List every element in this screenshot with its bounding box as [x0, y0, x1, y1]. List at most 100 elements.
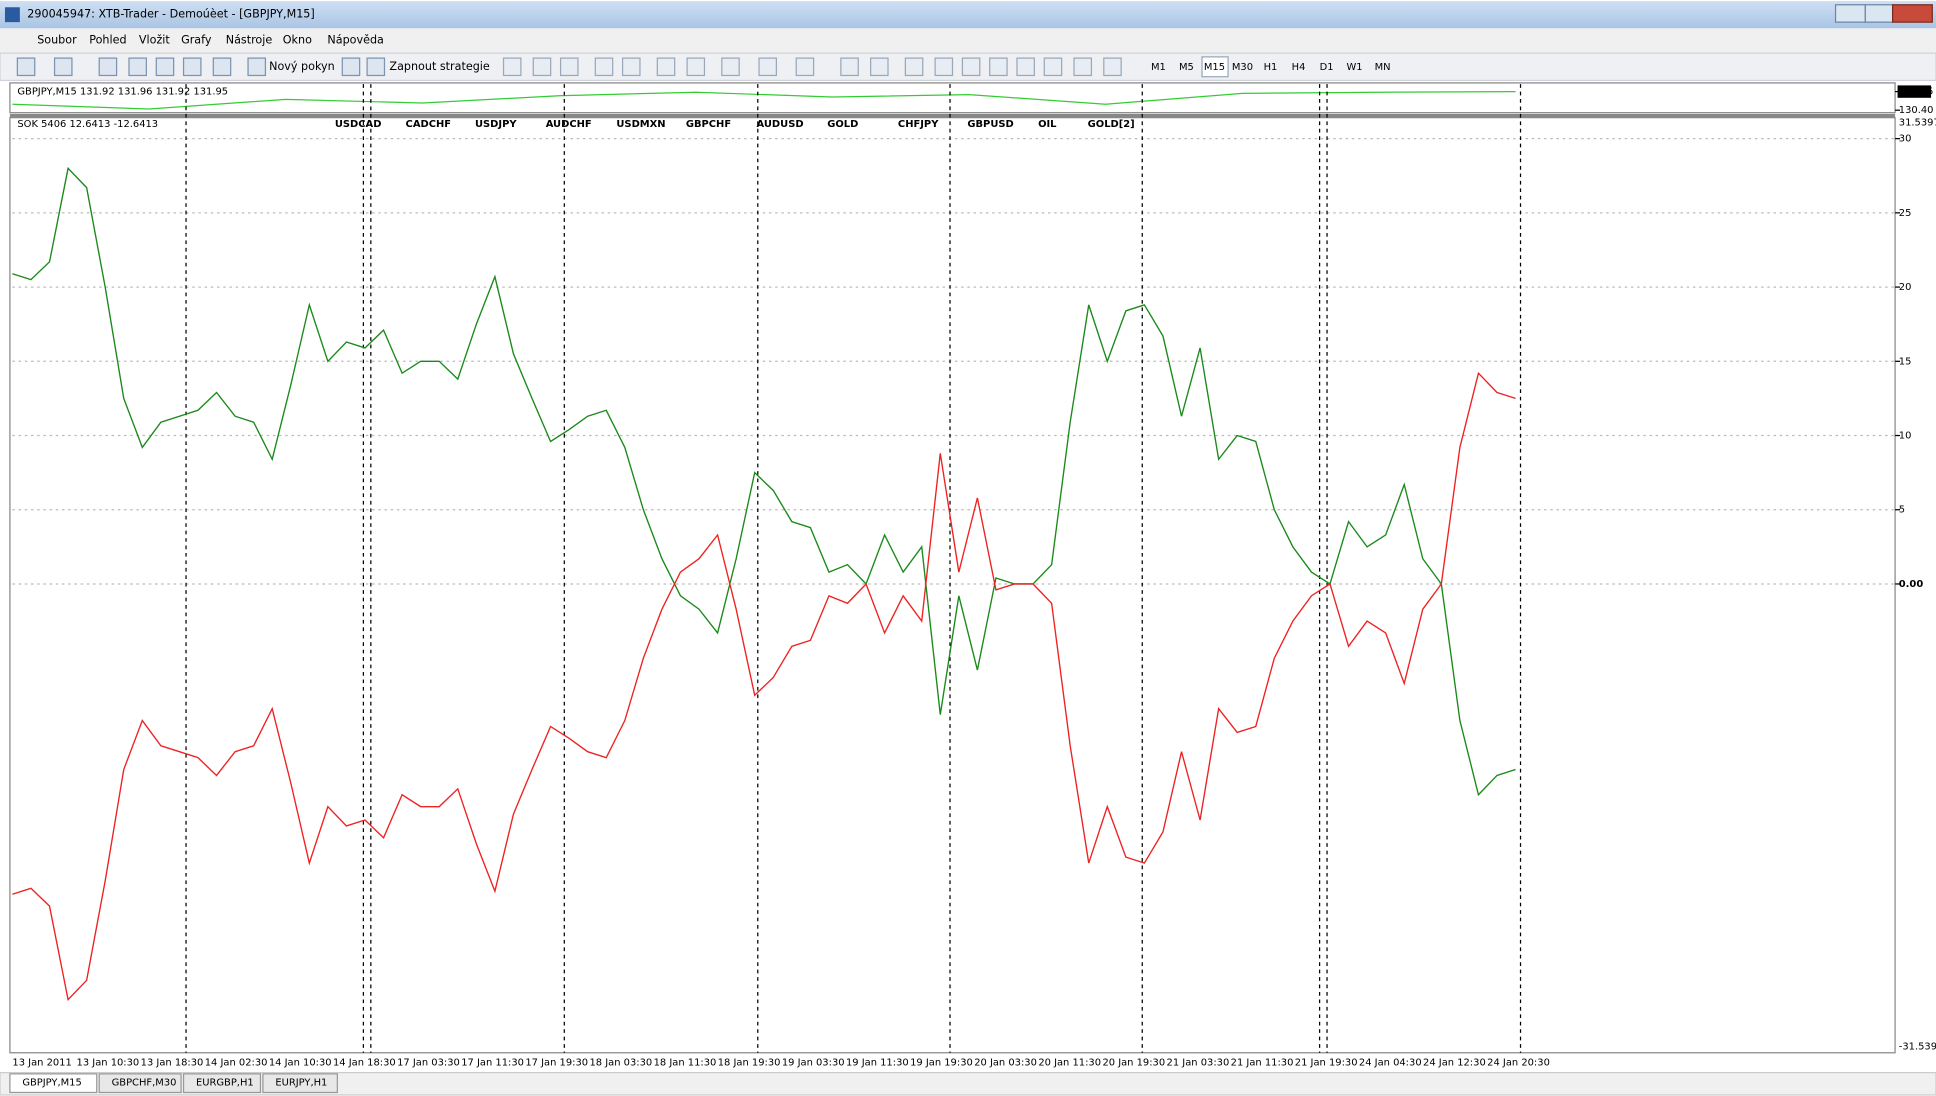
- toolbar-button[interactable]: [1103, 57, 1122, 77]
- x-tick-label: 20 Jan 11:30: [1038, 1058, 1101, 1069]
- window-title: 290045947: XTB-Trader - Demoúèet - [GBPJ…: [27, 8, 314, 21]
- timeframe-button[interactable]: W1: [1347, 62, 1363, 73]
- toolbar-button[interactable]: [721, 57, 740, 77]
- y-tick-label: 20: [1899, 282, 1912, 293]
- timeframe-button[interactable]: M15: [1204, 62, 1225, 73]
- chart-tab-label[interactable]: EURGBP,H1: [196, 1078, 254, 1089]
- x-tick-label: 14 Jan 10:30: [269, 1058, 332, 1069]
- symbol-label: OIL: [1038, 119, 1057, 130]
- maximize-button[interactable]: [1864, 4, 1894, 23]
- x-tick-label: 18 Jan 11:30: [654, 1058, 717, 1069]
- toolbar-button[interactable]: [840, 57, 859, 77]
- toolbar-button[interactable]: [182, 57, 202, 77]
- toolbar-button[interactable]: [155, 57, 175, 77]
- toolbar-label[interactable]: Nový pokyn: [269, 60, 335, 73]
- toolbar-button[interactable]: [532, 57, 552, 77]
- toolbar-button[interactable]: [686, 57, 706, 77]
- toolbar-button[interactable]: [366, 57, 386, 77]
- x-tick-label: 13 Jan 2011: [12, 1058, 71, 1069]
- toolbar-button[interactable]: [16, 57, 36, 77]
- chart-tab-label[interactable]: GBPCHF,M30: [112, 1078, 177, 1089]
- x-tick-label: 14 Jan 02:30: [205, 1058, 268, 1069]
- close-button[interactable]: [1891, 4, 1933, 23]
- chart-tab[interactable]: [262, 1073, 338, 1094]
- x-tick-label: 24 Jan 20:30: [1487, 1058, 1550, 1069]
- menu-item[interactable]: Okno: [283, 34, 312, 47]
- symbol-label: CHFJPY: [898, 119, 939, 130]
- timeframe-button[interactable]: MN: [1375, 62, 1391, 73]
- timeframe-button[interactable]: M1: [1151, 62, 1166, 73]
- menu-item[interactable]: Vložit: [139, 34, 171, 47]
- timeframe-button[interactable]: M30: [1232, 62, 1253, 73]
- y-tick-label: 25: [1899, 208, 1912, 219]
- x-tick-label: 19 Jan 19:30: [910, 1058, 973, 1069]
- y-limit-label: 31.5397: [1899, 118, 1936, 129]
- menu-item[interactable]: Nápověda: [327, 34, 383, 47]
- toolbar-button[interactable]: [621, 57, 641, 77]
- x-tick-label: 13 Jan 10:30: [77, 1058, 140, 1069]
- symbol-label: AUDUSD: [757, 119, 804, 130]
- panel-separator: [9, 113, 1896, 118]
- toolbar-button[interactable]: [989, 57, 1008, 77]
- chart-tab[interactable]: [9, 1073, 98, 1094]
- toolbar-button[interactable]: [341, 57, 361, 77]
- toolbar-button[interactable]: [758, 57, 778, 77]
- x-tick-label: 24 Jan 04:30: [1359, 1058, 1422, 1069]
- toolbar-button[interactable]: [502, 57, 522, 77]
- toolbar-button[interactable]: [934, 57, 954, 77]
- symbol-label: USDMXN: [616, 119, 665, 130]
- x-tick-label: 20 Jan 03:30: [974, 1058, 1037, 1069]
- toolbar-button[interactable]: [795, 57, 815, 77]
- toolbar-button[interactable]: [1016, 57, 1035, 77]
- chart-tab-label[interactable]: EURJPY,H1: [275, 1078, 327, 1089]
- indicator-line: [12, 371, 1516, 1002]
- toolbar-button[interactable]: [904, 57, 924, 77]
- tab-bar: [0, 1071, 1936, 1096]
- toolbar-button[interactable]: [594, 57, 614, 77]
- app-icon: [4, 7, 20, 23]
- x-tick-label: 21 Jan 11:30: [1231, 1058, 1294, 1069]
- timeframe-button[interactable]: H4: [1292, 62, 1306, 73]
- symbol-label: AUDCHF: [546, 119, 592, 130]
- menu-bar: [0, 28, 1936, 54]
- toolbar-button[interactable]: [98, 57, 118, 77]
- toolbar-button[interactable]: [53, 57, 73, 77]
- x-tick-label: 20 Jan 19:30: [1102, 1058, 1165, 1069]
- timeframe-selected: [1201, 56, 1229, 78]
- toolbar-button[interactable]: [656, 57, 676, 77]
- timeframe-button[interactable]: M5: [1179, 62, 1194, 73]
- chart-tab[interactable]: [98, 1073, 182, 1094]
- timeframe-button[interactable]: H1: [1264, 62, 1278, 73]
- price-tick-label: 131.95: [1899, 87, 1934, 98]
- symbol-label: GBPCHF: [686, 119, 731, 130]
- y-tick-label: 30: [1899, 134, 1912, 145]
- menu-item[interactable]: Nástroje: [226, 34, 273, 47]
- price-label-box: [1897, 85, 1932, 98]
- toolbar-button[interactable]: [559, 57, 579, 77]
- x-tick-label: 14 Jan 18:30: [333, 1058, 396, 1069]
- toolbar-button[interactable]: [128, 57, 147, 77]
- x-tick-label: 13 Jan 18:30: [141, 1058, 204, 1069]
- x-tick-label: 17 Jan 03:30: [397, 1058, 460, 1069]
- menu-item[interactable]: Soubor: [37, 34, 77, 47]
- x-tick-label: 17 Jan 19:30: [525, 1058, 588, 1069]
- menu-item[interactable]: Grafy: [181, 34, 212, 47]
- toolbar-button[interactable]: [247, 57, 267, 77]
- y-tick-label: 10: [1899, 431, 1912, 442]
- indicator-line: [12, 166, 1516, 797]
- toolbar-button[interactable]: [212, 57, 232, 77]
- toolbar-label[interactable]: Zapnout strategie: [389, 60, 489, 73]
- toolbar-button[interactable]: [870, 57, 889, 77]
- price-tick-label: 130.40: [1899, 105, 1934, 116]
- menu-item[interactable]: Pohled: [89, 34, 126, 47]
- chart-tab-label[interactable]: GBPJPY,M15: [22, 1078, 81, 1089]
- minimize-button[interactable]: [1834, 4, 1866, 23]
- chart-tab[interactable]: [182, 1073, 262, 1094]
- timeframe-button[interactable]: D1: [1320, 62, 1334, 73]
- toolbar-button[interactable]: [1073, 57, 1093, 77]
- toolbar-button[interactable]: [961, 57, 981, 77]
- y-limit-label: -31.5397: [1899, 1042, 1936, 1053]
- y-tick-label: 0.00: [1899, 579, 1924, 590]
- toolbar-button[interactable]: [1043, 57, 1063, 77]
